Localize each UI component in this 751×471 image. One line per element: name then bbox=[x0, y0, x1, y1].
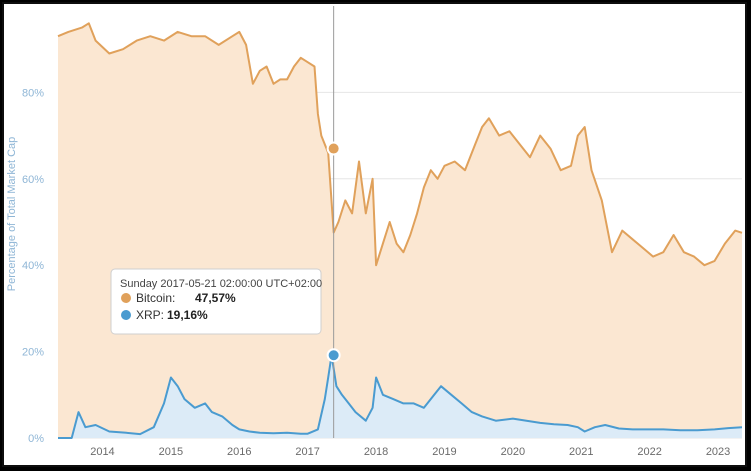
tooltip-label-bitcoin: Bitcoin: bbox=[136, 291, 175, 305]
marker-xrp[interactable] bbox=[326, 348, 341, 363]
y-tick-label: 80% bbox=[22, 87, 44, 99]
tooltip-swatch-bitcoin bbox=[121, 293, 131, 303]
y-tick-label: 20% bbox=[22, 347, 44, 359]
series-areas bbox=[58, 23, 742, 439]
y-tick-label: 40% bbox=[22, 260, 44, 272]
x-tick-label: 2015 bbox=[159, 446, 183, 458]
tooltip-label-xrp: XRP: bbox=[136, 308, 164, 322]
x-tick-label: 2017 bbox=[295, 446, 319, 458]
x-tick-label: 2019 bbox=[432, 446, 456, 458]
y-axis-title: Percentage of Total Market Cap bbox=[6, 137, 18, 292]
tooltip-value-bitcoin: 47,57% bbox=[195, 291, 236, 305]
series-area-bitcoin bbox=[58, 23, 742, 439]
series-lines bbox=[57, 22, 743, 439]
x-tick-label: 2016 bbox=[227, 446, 251, 458]
x-tick-label: 2014 bbox=[90, 446, 114, 458]
marker-bitcoin[interactable] bbox=[326, 141, 341, 156]
tooltip-swatch-xrp bbox=[121, 310, 131, 320]
series-markers[interactable] bbox=[326, 141, 341, 363]
tooltip-entries: Bitcoin: 47,57% XRP: 19,16% bbox=[121, 291, 236, 322]
y-tick-label: 0% bbox=[28, 433, 44, 445]
tooltip-box bbox=[110, 268, 322, 335]
tooltip-date: Sunday 2017-05-21 02:00:00 UTC+02:00 bbox=[120, 278, 322, 290]
series-line-xrp bbox=[58, 354, 743, 439]
y-axis-ticks: 0% 20% 40% 60% 80% bbox=[22, 87, 44, 445]
series-area-xrp bbox=[58, 355, 742, 438]
x-axis-ticks: 2014 2015 2016 2017 2018 2019 2020 2021 2022 2023 bbox=[90, 446, 730, 458]
x-tick-label: 2022 bbox=[637, 446, 661, 458]
x-tick-label: 2021 bbox=[569, 446, 593, 458]
tooltip: Sunday 2017-05-21 02:00:00 UTC+02:00 Bit… bbox=[110, 268, 322, 335]
tooltip-value-xrp: 19,16% bbox=[167, 308, 208, 322]
y-tick-label: 60% bbox=[22, 174, 44, 186]
x-tick-label: 2020 bbox=[501, 446, 525, 458]
series-line-bitcoin bbox=[57, 22, 743, 267]
x-tick-label: 2023 bbox=[706, 446, 730, 458]
x-tick-label: 2018 bbox=[364, 446, 388, 458]
